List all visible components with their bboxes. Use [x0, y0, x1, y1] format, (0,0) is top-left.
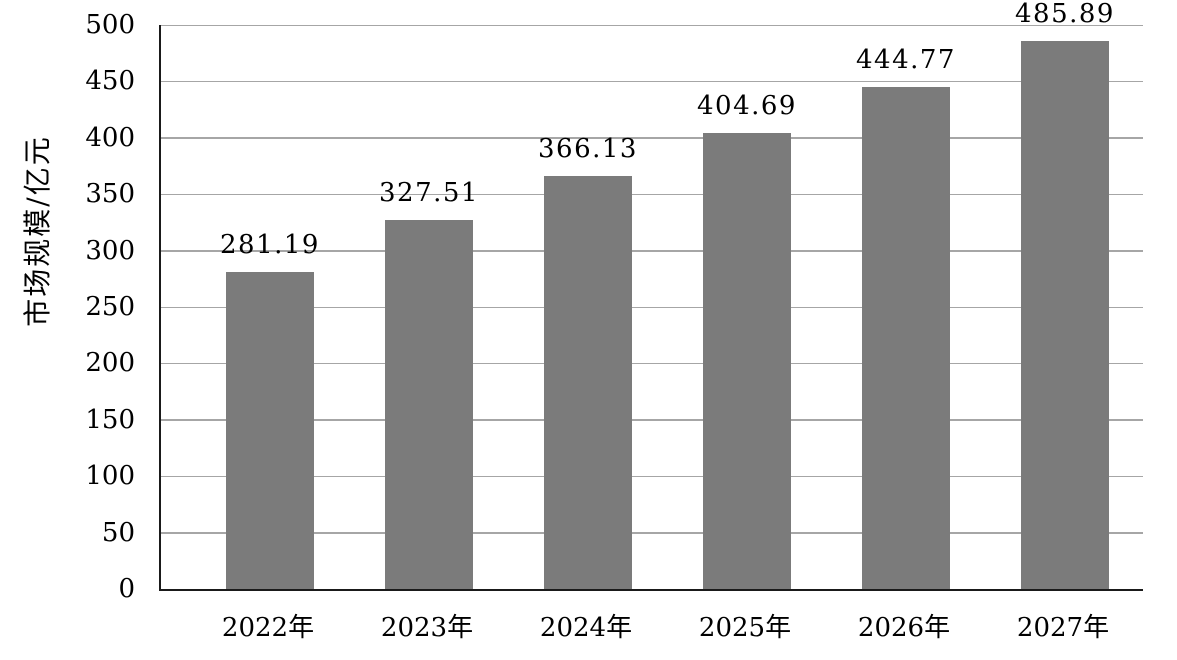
gridline-500 — [161, 24, 1143, 26]
gridline-100 — [161, 475, 1143, 478]
x-axis-labels: 2022年 2023年 2024年 2025年 2026年 2027年 — [159, 610, 1141, 650]
bar-2022年 — [226, 271, 314, 589]
y-tick-label-300: 300 — [85, 235, 135, 266]
bar-value-label: 404.69 — [697, 90, 797, 121]
bar-2027年 — [1021, 40, 1109, 589]
gridline-350 — [161, 193, 1143, 196]
y-tick-label-350: 350 — [85, 179, 135, 210]
x-tick-label: 2024年 — [539, 613, 633, 643]
bar-value-label: 281.19 — [220, 229, 320, 260]
gridline-300 — [161, 250, 1143, 252]
y-tick-label-450: 450 — [85, 66, 135, 97]
y-tick-label-500: 500 — [85, 10, 135, 40]
y-tick-label-400: 400 — [85, 122, 135, 153]
gridline-50 — [161, 532, 1143, 534]
plot-area: 281.19 327.51 366.13 404.69 444.77 485.89 — [159, 0, 1143, 591]
gridline-200 — [161, 362, 1143, 365]
bar-2025年 — [703, 132, 791, 589]
gridline-400 — [161, 137, 1143, 139]
y-tick-label-100: 100 — [85, 461, 135, 492]
y-tick-label-50: 50 — [101, 517, 135, 548]
x-tick-label: 2027年 — [1016, 613, 1110, 643]
x-tick-label: 2022年 — [221, 613, 315, 643]
gridline-450 — [161, 80, 1143, 83]
y-tick-label-250: 250 — [85, 292, 135, 322]
bar-value-label: 444.77 — [856, 45, 956, 76]
bar-value-label: 327.51 — [379, 177, 479, 208]
bar-value-label: 366.13 — [538, 134, 638, 165]
bar-2024年 — [544, 176, 632, 589]
y-axis-tick-labels: 0 50 100 150 200 250 300 350 400 450 500 — [0, 10, 135, 604]
gridline-150 — [161, 419, 1143, 421]
x-tick-label: 2025年 — [698, 613, 792, 643]
x-tick-label: 2023年 — [380, 613, 474, 643]
x-tick-label: 2026年 — [857, 613, 951, 643]
y-tick-label-150: 150 — [85, 404, 135, 435]
bar-2026年 — [862, 87, 950, 589]
bar-2023年 — [385, 219, 473, 589]
gridline-250 — [161, 306, 1143, 308]
y-tick-label-200: 200 — [85, 348, 135, 379]
y-tick-label-0: 0 — [118, 574, 135, 604]
bar-value-label: 485.89 — [1015, 0, 1115, 29]
